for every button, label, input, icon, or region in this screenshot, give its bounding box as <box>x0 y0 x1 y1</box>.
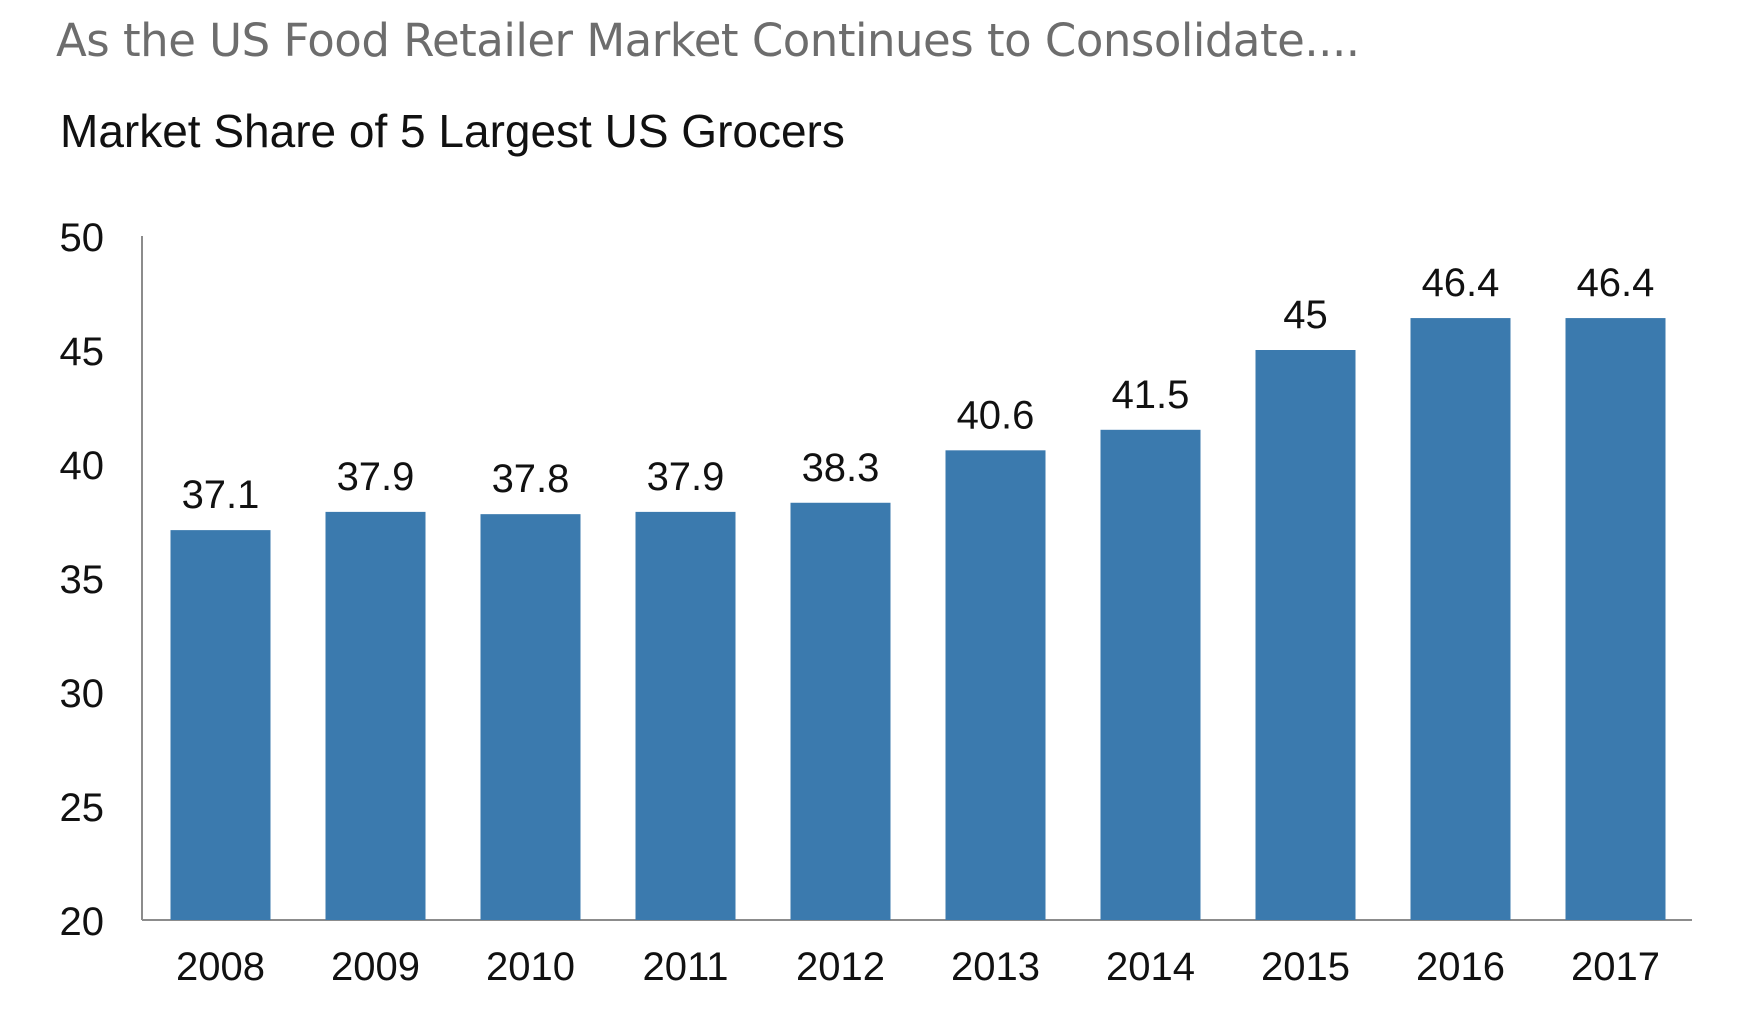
y-tick-label: 20 <box>60 900 105 944</box>
data-label-2015: 45 <box>1283 293 1328 337</box>
data-label-2012: 38.3 <box>802 446 880 490</box>
bar-2009 <box>325 511 426 920</box>
bar-2016 <box>1410 318 1511 921</box>
y-tick-label: 40 <box>60 444 105 488</box>
bar-2017 <box>1565 318 1666 921</box>
bar-2015 <box>1255 350 1356 920</box>
y-tick-label: 30 <box>60 672 105 716</box>
x-tick-label-2017: 2017 <box>1571 945 1660 989</box>
x-tick-label-2011: 2011 <box>642 945 728 989</box>
bar-2010 <box>480 514 581 920</box>
data-label-2009: 37.9 <box>337 455 415 499</box>
x-tick-label-2014: 2014 <box>1106 945 1195 989</box>
bar-2014 <box>1100 429 1201 920</box>
data-label-2013: 40.6 <box>957 393 1035 437</box>
y-tick-label: 35 <box>60 558 105 602</box>
chart-bars <box>170 318 1666 921</box>
chart-data-labels: 37.1 37.9 37.8 37.9 38.3 40.6 41.5 45 46.4 46.4 <box>182 261 1655 517</box>
data-label-2011: 37.9 <box>647 455 725 499</box>
chart-title: Market Share of 5 Largest US Grocers <box>60 105 845 157</box>
data-label-2014: 41.5 <box>1112 373 1190 417</box>
x-tick-label-2010: 2010 <box>486 945 575 989</box>
y-tick-label: 50 <box>60 216 105 260</box>
bar-2013 <box>945 450 1046 920</box>
bar-2011 <box>635 511 736 920</box>
x-axis-ticks: 2008 2009 2010 2011 2012 2013 2014 2015 2016 2017 <box>176 945 1660 989</box>
data-label-2017: 46.4 <box>1577 261 1655 305</box>
data-label-2016: 46.4 <box>1422 261 1500 305</box>
bar-2012 <box>790 502 891 920</box>
data-label-2008: 37.1 <box>182 473 260 517</box>
x-tick-label-2009: 2009 <box>331 945 420 989</box>
y-tick-label: 25 <box>60 786 105 830</box>
data-label-2010: 37.8 <box>492 457 570 501</box>
y-tick-label: 45 <box>60 330 105 374</box>
x-tick-label-2013: 2013 <box>951 945 1040 989</box>
x-tick-label-2012: 2012 <box>796 945 885 989</box>
page-headline: As the US Food Retailer Market Continues… <box>56 14 1360 67</box>
y-axis-ticks: 20 25 30 35 40 45 50 <box>60 216 105 944</box>
x-tick-label-2016: 2016 <box>1416 945 1505 989</box>
bar-2008 <box>170 530 271 920</box>
x-tick-label-2015: 2015 <box>1261 945 1350 989</box>
x-tick-label-2008: 2008 <box>176 945 265 989</box>
